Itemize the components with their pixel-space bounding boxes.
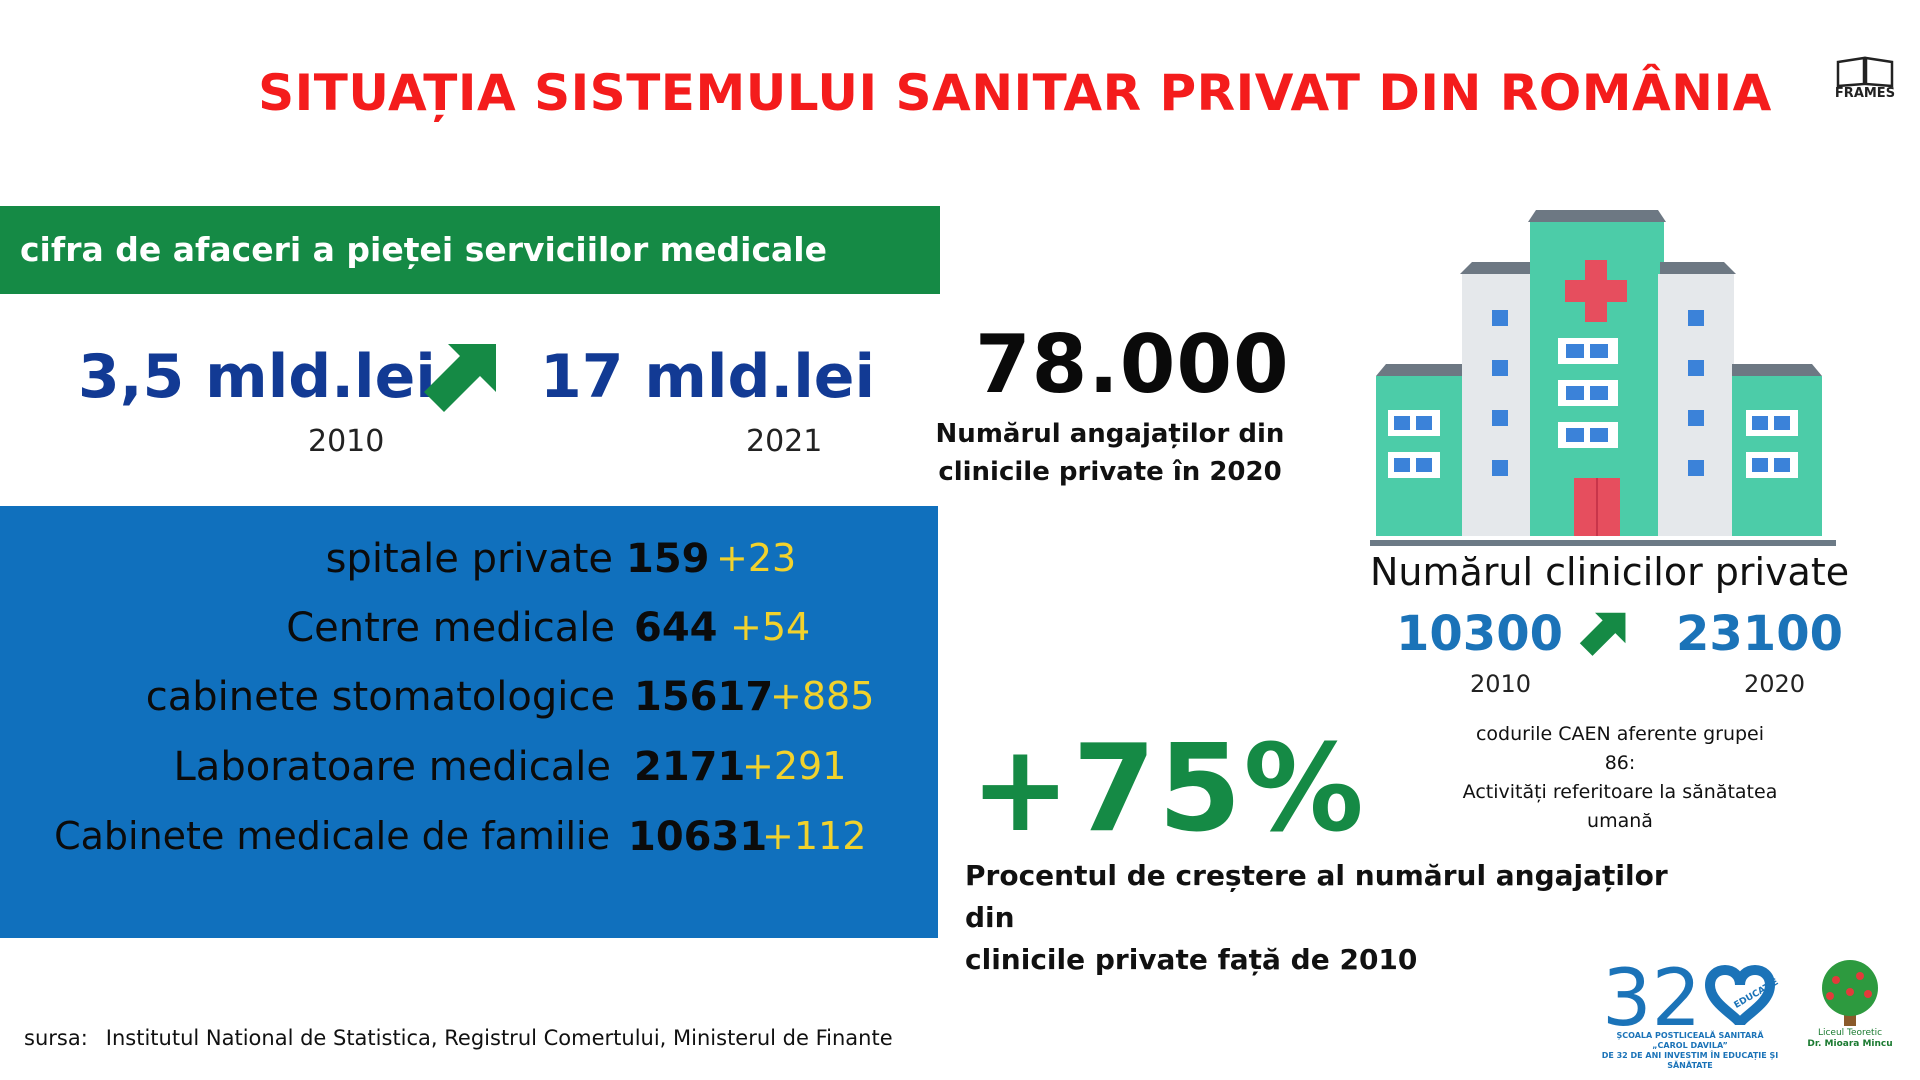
school-logo-line2: DE 32 DE ANI INVESTIM ÎN EDUCAȚIE ȘI SĂN…: [1601, 1051, 1779, 1070]
frames-logo: FRAMES: [1830, 56, 1900, 106]
clinics-to-value: 23100: [1676, 606, 1843, 662]
growth-arrow-icon: [424, 344, 496, 412]
highschool-logo-caption: Liceul Teoretic Dr. Mioara Mincu: [1800, 1028, 1900, 1050]
facility-row: cabinete stomatologice 15617 +885: [0, 674, 938, 734]
growth-percent: +75%: [970, 720, 1366, 859]
facility-increase: +23: [716, 536, 797, 580]
facilities-panel: spitale private 159 +23 Centre medicale …: [0, 506, 938, 938]
caen-note: codurile CAEN aferente grupei 86: Activi…: [1460, 720, 1780, 836]
facility-value: 15617: [634, 674, 774, 720]
facility-row: Laboratoare medicale 2171 +291: [0, 744, 938, 804]
school-logo-icon: 32 EDUCAȚIE: [1602, 954, 1780, 1044]
clinics-from-value: 10300: [1396, 606, 1563, 662]
school-logo-line1: ȘCOALA POSTLICEALĂ SANITARĂ „CAROL DAVIL…: [1616, 1031, 1764, 1050]
turnover-to-value: 17 mld.lei: [540, 342, 876, 412]
facility-label: spitale private: [325, 536, 613, 582]
facility-row: Centre medicale 644 +54: [0, 605, 938, 665]
facility-value: 644: [634, 605, 718, 651]
highschool-logo: Liceul Teoretic Dr. Mioara Mincu: [1800, 958, 1900, 1058]
growth-label-line2: clinicile private față de 2010: [965, 943, 1418, 976]
turnover-to-year: 2021: [746, 424, 823, 459]
facility-value: 2171: [634, 744, 746, 790]
employees-label-line2: clinicile private în 2020: [938, 457, 1282, 487]
caen-note-line2: Activități referitoare la sănătatea uman…: [1462, 781, 1778, 832]
employees-label: Numărul angajaților din clinicile privat…: [930, 415, 1290, 491]
growth-label: Procentul de creștere al numărul angajaț…: [965, 855, 1725, 981]
facility-label: Cabinete medicale de familie: [54, 814, 610, 858]
highschool-logo-line1: Liceul Teoretic: [1817, 1028, 1883, 1038]
source-text: Institutul National de Statistica, Regis…: [105, 1026, 893, 1050]
caen-note-line1: codurile CAEN aferente grupei 86:: [1475, 723, 1765, 774]
school-logo: 32 EDUCAȚIE ȘCOALA POSTLICEALĂ SANITARĂ …: [1600, 954, 1781, 1070]
facility-value: 10631: [628, 814, 768, 860]
facility-increase: +885: [770, 674, 875, 718]
growth-label-line1: Procentul de creștere al numărul angajaț…: [965, 859, 1668, 934]
clinics-to-year: 2020: [1744, 670, 1806, 698]
source-note: sursa: Institutul National de Statistica,…: [24, 1026, 893, 1050]
frames-logo-text: FRAMES: [1834, 86, 1896, 101]
facility-increase: +112: [762, 814, 867, 858]
facility-value: 159: [626, 536, 710, 582]
employees-value: 78.000: [975, 318, 1290, 411]
facility-label: Laboratoare medicale: [173, 744, 611, 790]
turnover-from-value: 3,5 mld.lei: [78, 342, 436, 412]
facility-row: Cabinete medicale de familie 10631 +112: [0, 814, 938, 874]
facility-label: cabinete stomatologice: [145, 674, 615, 720]
source-key: sursa:: [24, 1026, 88, 1050]
facility-row: spitale private 159 +23: [0, 536, 938, 596]
highschool-logo-line2: Dr. Mioara Mincu: [1807, 1039, 1893, 1049]
facility-label: Centre medicale: [286, 605, 615, 651]
turnover-from-year: 2010: [308, 424, 385, 459]
tree-logo-icon: [1822, 960, 1878, 1026]
page-title: SITUAȚIA SISTEMULUI SANITAR PRIVAT DIN R…: [258, 64, 1772, 122]
facility-increase: +54: [730, 605, 811, 649]
hospital-icon: [1370, 210, 1836, 546]
clinics-from-year: 2010: [1470, 670, 1532, 698]
svg-text:32: 32: [1602, 955, 1701, 1031]
facility-increase: +291: [742, 744, 847, 788]
frames-logo-icon: [1836, 56, 1894, 88]
clinics-growth-arrow-icon: [1579, 612, 1626, 656]
turnover-banner: cifra de afaceri a pieței serviciilor me…: [0, 206, 940, 357]
employees-label-line1: Numărul angajaților din: [935, 419, 1285, 449]
school-logo-caption: ȘCOALA POSTLICEALĂ SANITARĂ „CAROL DAVIL…: [1600, 1031, 1780, 1071]
clinics-title: Numărul clinicilor private: [1370, 550, 1850, 594]
